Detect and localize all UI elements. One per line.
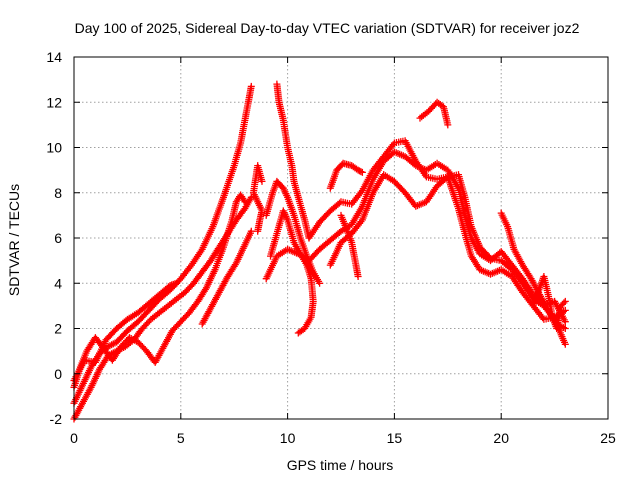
series-track-8 xyxy=(267,207,317,337)
x-tick-label: 10 xyxy=(280,430,296,446)
axis-ticks: 0 5 10 15 20 25 -2 0 2 4 6 8 10 12 14 xyxy=(46,49,616,446)
x-tick-label: 5 xyxy=(177,430,185,446)
series-markers xyxy=(337,211,362,280)
y-tick-label: 8 xyxy=(54,185,62,201)
series-markers xyxy=(249,162,266,235)
y-tick-label: 6 xyxy=(54,230,62,246)
series-track-14 xyxy=(337,211,362,280)
series-track-7 xyxy=(273,80,313,242)
series-markers xyxy=(273,80,313,242)
x-tick-label: 15 xyxy=(387,430,403,446)
series-track-6 xyxy=(262,177,324,287)
x-tick-label: 25 xyxy=(600,430,616,446)
chart-title: Day 100 of 2025, Sidereal Day-to-day VTE… xyxy=(75,20,580,36)
series-markers xyxy=(529,273,569,332)
series-track-5 xyxy=(198,227,255,328)
x-axis-label: GPS time / hours xyxy=(287,457,394,473)
grid xyxy=(74,57,608,419)
y-tick-label: 2 xyxy=(54,321,62,337)
series-markers xyxy=(267,207,317,337)
series-track-13 xyxy=(326,159,366,192)
series-track-9 xyxy=(249,162,266,235)
y-tick-label: 0 xyxy=(54,366,62,382)
y-tick-label: -2 xyxy=(50,411,63,427)
series-track-11 xyxy=(305,137,569,323)
series-markers xyxy=(305,137,569,323)
series-markers xyxy=(326,159,366,192)
y-tick-label: 4 xyxy=(54,275,62,291)
y-tick-label: 12 xyxy=(46,94,62,110)
series-markers xyxy=(416,98,452,129)
y-axis-label: SDTVAR / TECUs xyxy=(6,184,22,296)
series-markers xyxy=(262,177,324,287)
series-track-17 xyxy=(529,273,569,332)
y-tick-label: 14 xyxy=(46,49,62,65)
x-tick-label: 20 xyxy=(493,430,509,446)
x-tick-label: 0 xyxy=(70,430,78,446)
data-points xyxy=(70,80,569,423)
series-markers xyxy=(198,227,255,328)
y-tick-label: 10 xyxy=(46,140,62,156)
series-track-15 xyxy=(416,98,452,129)
